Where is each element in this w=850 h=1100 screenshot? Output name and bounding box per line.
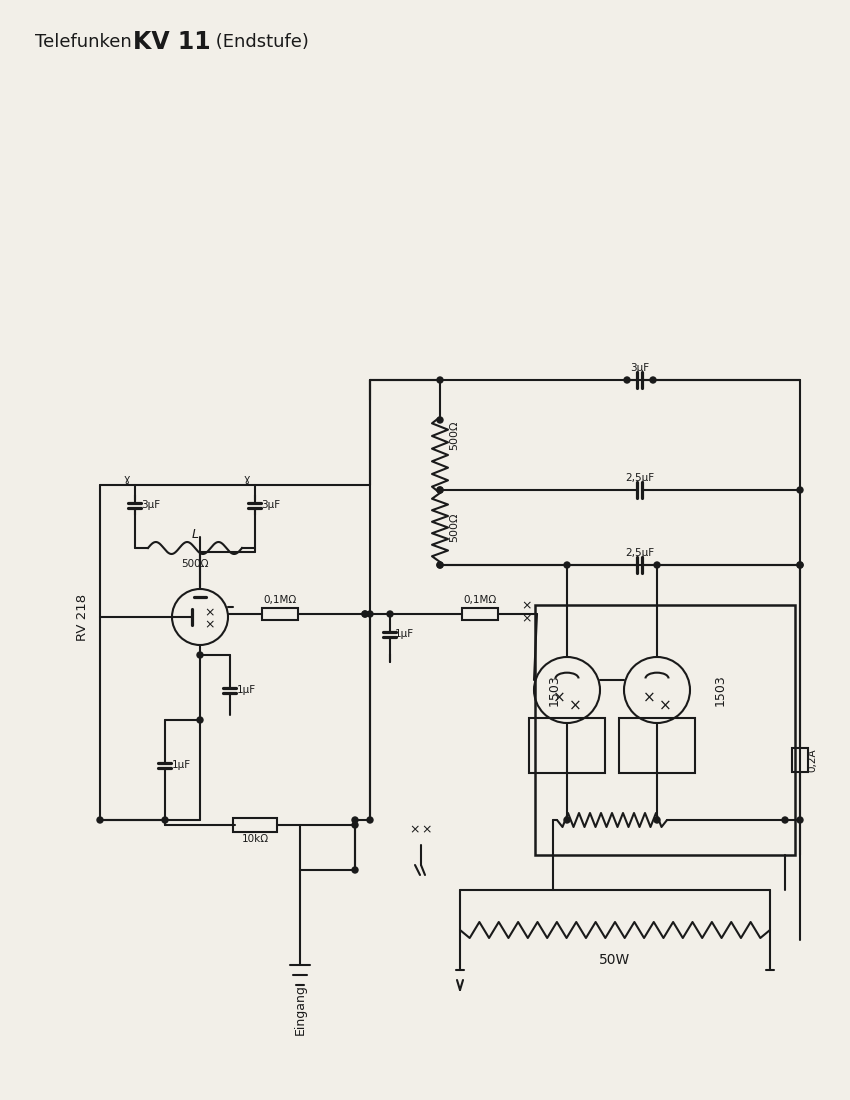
Circle shape <box>624 377 630 383</box>
Circle shape <box>162 817 168 823</box>
Text: ×: × <box>659 698 672 714</box>
Text: 0,1MΩ: 0,1MΩ <box>463 595 496 605</box>
Text: ×: × <box>422 824 433 836</box>
Text: RV 218: RV 218 <box>76 593 88 640</box>
Circle shape <box>362 610 368 617</box>
Circle shape <box>782 817 788 823</box>
Text: 1503: 1503 <box>547 674 560 706</box>
Text: ×: × <box>569 698 581 714</box>
Text: 1μF: 1μF <box>394 629 414 639</box>
Circle shape <box>797 562 803 568</box>
Text: Telefunken: Telefunken <box>35 33 144 51</box>
Circle shape <box>197 717 203 723</box>
Text: ×: × <box>522 600 532 613</box>
Text: 1503: 1503 <box>713 674 727 706</box>
Text: ×: × <box>410 824 420 836</box>
Bar <box>462 608 498 620</box>
Text: 500Ω: 500Ω <box>449 420 459 450</box>
Circle shape <box>362 610 368 617</box>
Text: 10kΩ: 10kΩ <box>241 834 269 844</box>
Circle shape <box>564 817 570 823</box>
Text: ×: × <box>205 606 215 619</box>
Text: (Endstufe): (Endstufe) <box>210 33 309 51</box>
Circle shape <box>650 377 656 383</box>
Text: 3μF: 3μF <box>141 500 161 510</box>
Text: 500Ω: 500Ω <box>181 559 209 569</box>
Bar <box>233 818 277 832</box>
Text: 500Ω: 500Ω <box>449 513 459 542</box>
Text: KV 11: KV 11 <box>133 30 211 54</box>
Circle shape <box>797 487 803 493</box>
Circle shape <box>367 610 373 617</box>
Bar <box>619 718 695 773</box>
Text: ×: × <box>205 618 215 631</box>
Circle shape <box>352 817 358 823</box>
Circle shape <box>387 610 393 617</box>
Text: 0,2A: 0,2A <box>807 748 817 772</box>
Bar <box>535 605 795 855</box>
Text: 0,1MΩ: 0,1MΩ <box>264 595 297 605</box>
Text: ɣ: ɣ <box>244 474 250 484</box>
Circle shape <box>437 562 443 568</box>
Circle shape <box>564 562 570 568</box>
Circle shape <box>437 487 443 493</box>
Bar <box>792 748 808 772</box>
Circle shape <box>437 562 443 568</box>
Text: L: L <box>191 528 199 540</box>
Circle shape <box>197 652 203 658</box>
Circle shape <box>352 867 358 873</box>
Bar <box>529 718 605 773</box>
Circle shape <box>97 817 103 823</box>
Circle shape <box>654 817 660 823</box>
Circle shape <box>797 817 803 823</box>
Circle shape <box>437 417 443 424</box>
Bar <box>262 608 298 620</box>
Circle shape <box>367 817 373 823</box>
Circle shape <box>437 377 443 383</box>
Circle shape <box>797 562 803 568</box>
Text: ×: × <box>643 691 655 705</box>
Text: 1μF: 1μF <box>236 685 256 695</box>
Text: ɣ: ɣ <box>124 474 130 484</box>
Text: ×: × <box>522 613 532 626</box>
Text: 3μF: 3μF <box>631 363 649 373</box>
Text: Eingang: Eingang <box>293 984 307 1035</box>
Text: 1μF: 1μF <box>172 760 190 770</box>
Text: 50W: 50W <box>599 953 631 967</box>
Text: 3μF: 3μF <box>262 500 280 510</box>
Circle shape <box>654 562 660 568</box>
Text: 2,5μF: 2,5μF <box>626 473 654 483</box>
Text: ×: × <box>552 691 565 705</box>
Circle shape <box>352 822 358 828</box>
Circle shape <box>437 487 443 493</box>
Text: 2,5μF: 2,5μF <box>626 548 654 558</box>
